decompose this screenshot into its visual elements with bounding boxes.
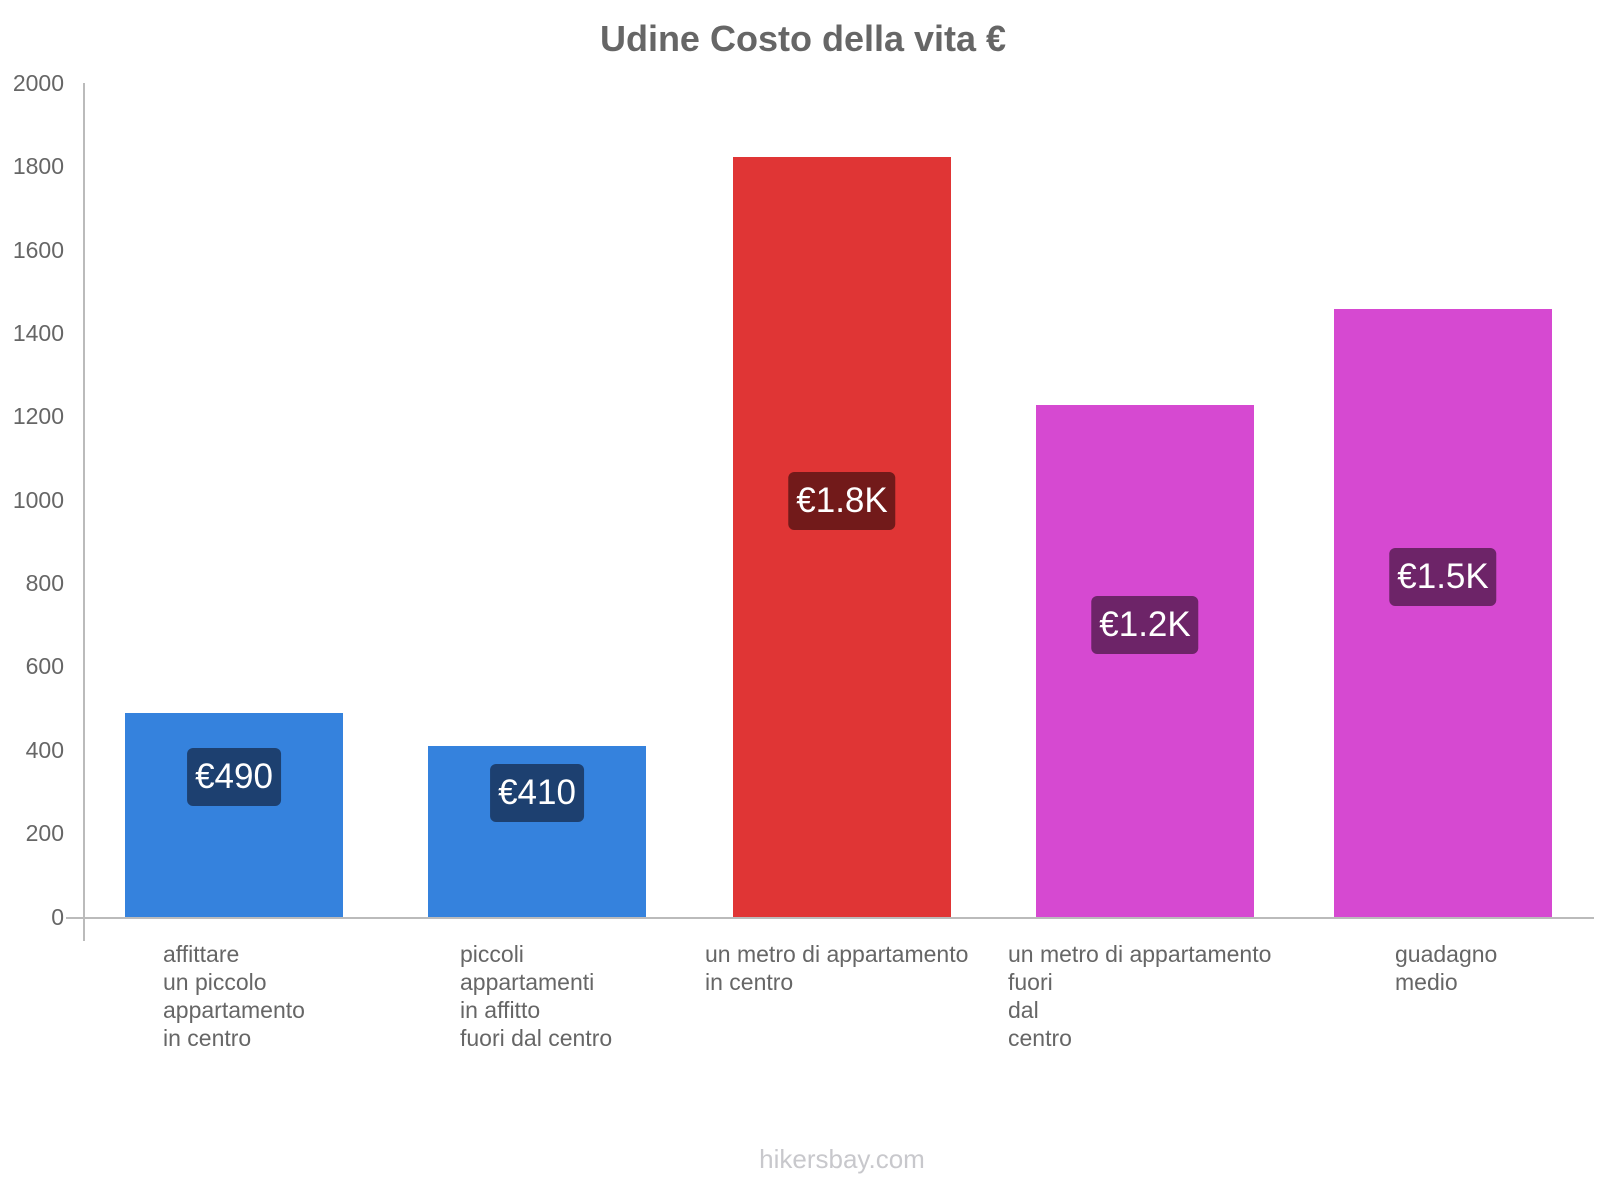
y-tick-label: 0 xyxy=(51,904,64,930)
y-axis-line xyxy=(83,83,85,941)
bar-sqm-outside xyxy=(1036,404,1254,917)
y-tick-label: 1000 xyxy=(12,487,64,513)
x-label-rent-small-center: affittare un piccolo appartamento in cen… xyxy=(163,940,305,1052)
x-label-line: in centro xyxy=(163,1025,252,1051)
x-label-line: appartamento xyxy=(163,997,305,1023)
x-label-line: in affitto xyxy=(460,997,541,1023)
x-label-line: un metro di appartamento xyxy=(1008,941,1272,967)
y-tick-label: 1800 xyxy=(12,153,64,179)
bar-rent-small-center xyxy=(125,712,343,917)
y-tick-label: 200 xyxy=(25,820,64,846)
x-label-line: un metro di appartamento xyxy=(705,941,969,967)
watermark-link[interactable]: hikersbay.com xyxy=(759,1144,925,1174)
x-label-sqm-outside: un metro di appartamento fuori dal centr… xyxy=(1008,940,1271,1052)
value-label: €1.8K xyxy=(788,472,896,530)
y-tick-label: 1600 xyxy=(12,237,64,263)
x-label-sqm-center: un metro di appartamento in centro xyxy=(705,940,968,996)
x-label-line: affittare xyxy=(163,941,240,967)
value-label: €1.2K xyxy=(1091,596,1199,654)
x-label-line: appartamenti xyxy=(460,969,595,995)
x-axis-line xyxy=(66,917,1594,919)
x-label-line: fuori dal centro xyxy=(460,1025,613,1051)
value-label: €490 xyxy=(187,748,281,806)
x-label-line: in centro xyxy=(705,969,794,995)
bar-avg-income xyxy=(1334,308,1552,917)
x-label-line: dal xyxy=(1008,997,1039,1023)
y-tick-label: 800 xyxy=(25,570,64,596)
x-label-avg-income: guadagno medio xyxy=(1395,940,1497,996)
value-label: €410 xyxy=(490,764,584,822)
value-label: €1.5K xyxy=(1389,548,1497,606)
x-label-line: fuori xyxy=(1008,969,1053,995)
bar-sqm-center xyxy=(733,156,951,917)
y-tick-label: 400 xyxy=(25,737,64,763)
x-label-rent-small-outside: piccoli appartamenti in affitto fuori da… xyxy=(460,940,612,1052)
x-label-line: medio xyxy=(1395,969,1458,995)
y-tick-label: 2000 xyxy=(12,70,64,96)
y-tick-label: 600 xyxy=(25,653,64,679)
x-label-line: guadagno xyxy=(1395,941,1498,967)
y-tick-label: 1200 xyxy=(12,403,64,429)
y-tick-label: 1400 xyxy=(12,320,64,346)
x-label-line: centro xyxy=(1008,1025,1072,1051)
chart-title: Udine Costo della vita € xyxy=(599,18,1007,59)
x-label-line: piccoli xyxy=(460,941,524,967)
x-label-line: un piccolo xyxy=(163,969,267,995)
